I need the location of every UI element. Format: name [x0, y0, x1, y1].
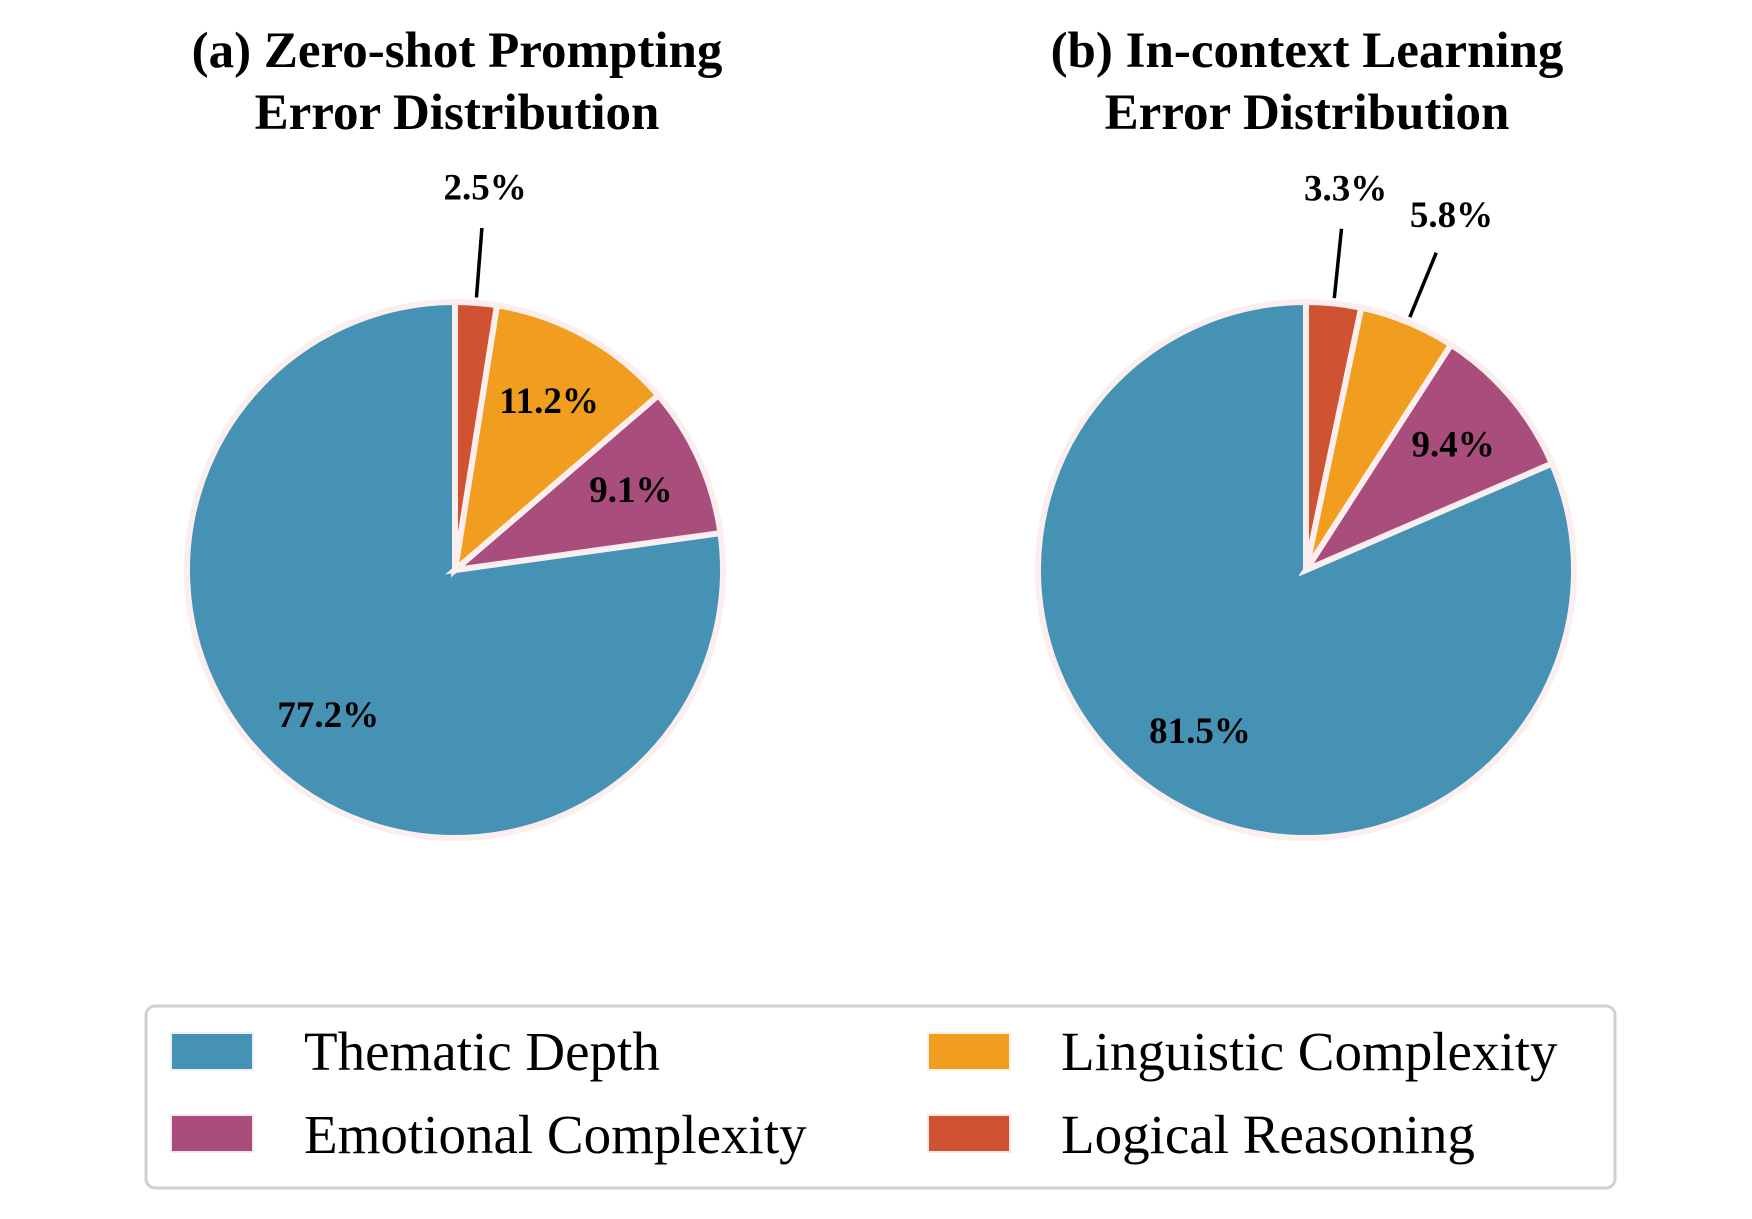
chart-a-slice-linguistic-complexity: [450, 301, 663, 578]
legend-label-emotional-complexity: Emotional Complexity: [304, 1104, 807, 1165]
chart-a-label-thematic-depth: 77.2%: [277, 695, 379, 736]
chart-a-title-line-1: (a) Zero-shot Prompting: [192, 23, 723, 79]
chart-b-title-line-2: Error Distribution: [1105, 85, 1510, 141]
chart-b: (b) In-context Learning Error Distributi…: [1035, 23, 1578, 841]
chart-a-title-line-2: Error Distribution: [255, 85, 660, 141]
legend-swatch-emotional-complexity: [170, 1114, 254, 1153]
chart-a-label-linguistic-complexity: 11.2%: [499, 381, 599, 422]
chart-b-label-logical-reasoning: 3.3%: [1304, 168, 1387, 209]
chart-b-slice-logical-reasoning: [1303, 298, 1365, 571]
legend-swatch-logical-reasoning: [927, 1114, 1011, 1153]
chart-b-label-linguistic-complexity: 5.8%: [1410, 195, 1493, 236]
chart-a-slice-logical-reasoning: [452, 298, 501, 571]
chart-b-title-line-1: (b) In-context Learning: [1051, 23, 1564, 79]
chart-b-leader-line-linguistic-complexity: [1408, 251, 1438, 318]
legend: Thematic Depth Linguistic Complexity Emo…: [144, 1004, 1617, 1190]
chart-b-leader-line-logical-reasoning: [1332, 228, 1344, 299]
chart-b-label-thematic-depth: 81.5%: [1149, 711, 1251, 752]
legend-label-logical-reasoning: Logical Reasoning: [1061, 1104, 1475, 1165]
chart-b-slice-emotional-complexity: [1298, 340, 1556, 577]
legend-label-thematic-depth: Thematic Depth: [304, 1021, 660, 1082]
legend-swatch-thematic-depth: [170, 1032, 254, 1071]
legend-frame: [144, 1004, 1617, 1190]
chart-a: (a) Zero-shot Prompting Error Distributi…: [183, 23, 726, 841]
chart-b-pie: 81.5% 9.4% 5.8% 3.3%: [1035, 168, 1578, 841]
chart-b-label-emotional-complexity: 9.4%: [1411, 425, 1494, 466]
legend-label-linguistic-complexity: Linguistic Complexity: [1061, 1021, 1558, 1082]
legend-swatch-linguistic-complexity: [927, 1032, 1011, 1071]
chart-a-label-logical-reasoning: 2.5%: [443, 167, 526, 208]
chart-a-leader-line-logical-reasoning: [474, 227, 484, 298]
chart-a-pie: 77.2% 9.1% 11.2% 2.5%: [183, 167, 726, 841]
chart-a-label-emotional-complexity: 9.1%: [589, 470, 672, 511]
chart-a-slice-emotional-complexity: [445, 391, 724, 575]
